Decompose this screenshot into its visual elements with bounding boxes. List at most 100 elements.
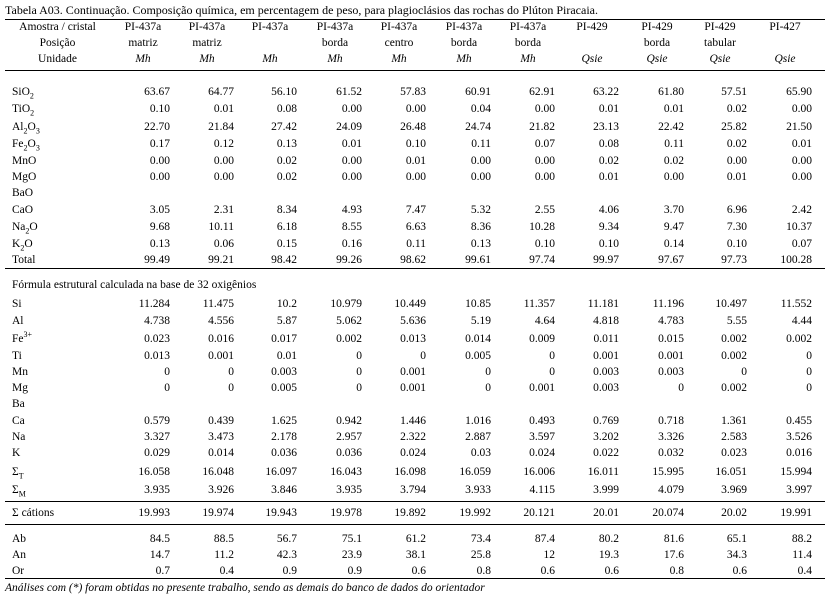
column-header-sample: PI-437a [509,21,547,33]
table-cell: 0.001 [593,350,619,362]
table-cell: 0.016 [208,333,234,345]
column-header-sample: PI-429 [641,21,673,33]
table-cell: 0 [485,382,491,394]
table-cell: 0.013 [144,350,170,362]
table-cell: 0.005 [465,350,491,362]
table-cell: 0.01 [405,155,426,167]
table-cell: 25.8 [470,549,491,561]
column-header-sample: PI-427 [769,21,801,33]
cation-label: Ti [12,350,22,362]
table-cell: 0.4 [219,565,234,577]
oxide-label: Fe2O3 [12,138,40,153]
table-cell: 0.00 [534,103,555,115]
table-cell: 5.32 [470,204,491,216]
table-cell: 34.3 [726,549,747,561]
table-cell: 99.97 [593,254,619,266]
unit-name: Mh [199,53,215,65]
table-cell: 0.10 [405,138,426,150]
table-cell: 0.02 [276,171,297,183]
table-cell: 0.08 [598,138,619,150]
table-cell: 16.011 [587,466,619,478]
table-cell: 84.5 [149,533,170,545]
table-cell: 3.70 [663,204,684,216]
table-cell: 0.16 [341,238,362,250]
table-cell: 0.002 [721,333,747,345]
table-cell: 2.42 [791,204,812,216]
table-cell: 0.02 [276,155,297,167]
table-cell: 3.935 [336,484,362,496]
table-cell: 0.17 [149,138,170,150]
table-cell: 0.024 [529,447,555,459]
unit-name: Qsie [774,53,796,65]
table-cell: 0.7 [155,565,170,577]
table-cell: 11.4 [792,549,812,561]
table-cell: 0.016 [786,447,812,459]
table-cell: 16.051 [715,466,747,478]
table-cell: 15.995 [652,466,684,478]
table-cell: 0.10 [149,103,170,115]
table-cell: 0.493 [529,415,555,427]
table-cell: 16.043 [330,466,362,478]
table-cell: 0 [678,382,684,394]
table-cell: 0.10 [598,238,619,250]
table-cell: 21.82 [529,121,555,133]
table-cell: 57.51 [721,86,747,98]
table-cell: 0.002 [721,350,747,362]
table-cell: 0.003 [593,366,619,378]
table-cell: 4.738 [144,315,170,327]
oxide-label: CaO [12,204,34,216]
table-cell: 0.023 [721,447,747,459]
cation-label: Al [12,315,24,327]
table-cell: 19.993 [138,507,170,519]
column-header-sample: PI-429 [576,21,608,33]
table-cell: 0.002 [786,333,812,345]
table-cell: 5.062 [336,315,362,327]
column-header-unit: Mh [497,53,559,66]
column-header-position: centro [384,37,414,49]
table-cell: 1.016 [465,415,491,427]
table-cell: 4.64 [534,315,555,327]
table-cell: 0 [485,366,491,378]
table-cell: 3.933 [465,484,491,496]
table-cell: 8.36 [470,221,491,233]
table-cell: 11.181 [587,298,619,310]
table-cell: 27.42 [271,121,297,133]
table-cell: 0.036 [336,447,362,459]
table-cell: 98.62 [400,254,426,266]
table-cell: 16.006 [523,466,555,478]
column-header-unit: Qsie [626,53,688,66]
formula-section-title: Fórmula estrutural calculada na base de … [12,279,257,291]
table-cell: 0 [356,350,362,362]
table-cell: 11.284 [138,298,170,310]
table-cell: 0.718 [658,415,684,427]
table-cell: 81.6 [663,533,684,545]
table-cell: 4.115 [529,484,555,496]
table-cell: 2.178 [271,431,297,443]
table-cell: 0.003 [593,382,619,394]
table-cell: 99.49 [144,254,170,266]
table-cell: 0.08 [276,103,297,115]
table-cell: 97.74 [529,254,555,266]
table-cell: 0.02 [726,138,747,150]
table-cell: 80.2 [598,533,619,545]
table-cell: 16.059 [459,466,491,478]
table-cell: 60.91 [465,86,491,98]
table-cell: 0.13 [276,138,297,150]
table-cell: 0 [741,366,747,378]
table-cell: 12 [543,549,556,561]
column-header-position: matriz [128,37,158,49]
table-cell: 0.13 [470,238,491,250]
table-cell: 20.074 [652,507,684,519]
site-sum-label: ΣM [12,484,26,499]
table-cell: 5.55 [726,315,747,327]
table-cell: 0.579 [144,415,170,427]
table-cell: 8.34 [276,204,297,216]
table-cell: 0.011 [593,333,619,345]
table-cell: 88.5 [213,533,234,545]
column-header-unit: Qsie [754,53,816,66]
table-cell: 2.55 [534,204,555,216]
table-cell: 0.00 [213,171,234,183]
table-cell: 0.01 [663,103,684,115]
oxide-label: BaO [12,187,34,199]
table-cell: 1.361 [721,415,747,427]
